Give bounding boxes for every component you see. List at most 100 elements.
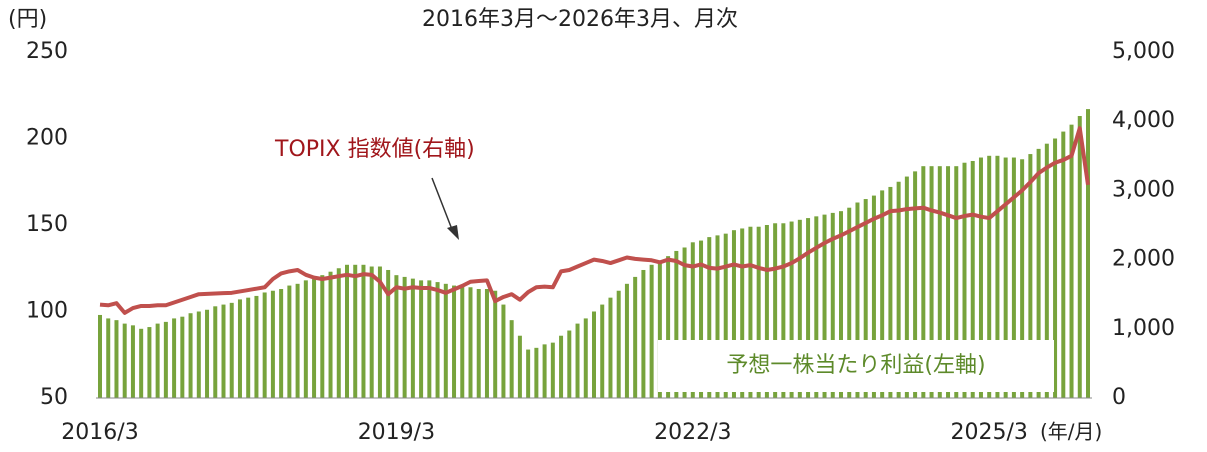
- bar: [1028, 154, 1033, 398]
- y2-tick-label: 0: [1112, 385, 1126, 410]
- bar: [871, 195, 876, 398]
- y-tick-label: 200: [26, 126, 68, 151]
- bar: [98, 314, 102, 398]
- bar: [1053, 138, 1058, 398]
- bar: [592, 311, 596, 398]
- bar: [567, 330, 572, 398]
- y-tick-label: 150: [26, 212, 68, 237]
- bar: [946, 166, 951, 398]
- bar: [427, 280, 432, 398]
- bar: [847, 207, 852, 398]
- bar: [542, 344, 547, 398]
- bar: [493, 290, 498, 398]
- bar: [139, 328, 144, 398]
- bar: [402, 276, 407, 398]
- bar: [213, 306, 218, 398]
- bar: [180, 316, 185, 398]
- y2-tick-label: 1,000: [1112, 316, 1175, 341]
- bar: [122, 323, 127, 398]
- bar: [699, 240, 704, 398]
- bar: [682, 247, 687, 398]
- bar: [394, 275, 399, 398]
- bar: [962, 162, 967, 398]
- bar: [904, 176, 909, 398]
- bar: [707, 237, 712, 398]
- bar: [443, 283, 448, 398]
- bar: [377, 266, 382, 398]
- bar: [789, 221, 794, 398]
- annotation: 予想一株当たり利益(左軸): [726, 353, 985, 378]
- bar: [295, 283, 300, 398]
- bar: [279, 289, 284, 398]
- bar: [797, 219, 802, 398]
- bar: [369, 266, 374, 398]
- bar: [740, 228, 745, 398]
- bar: [361, 264, 366, 398]
- bar: [723, 233, 728, 398]
- bar: [270, 290, 275, 398]
- bar: [756, 226, 761, 398]
- x-tick-label: 2022/3: [654, 420, 731, 445]
- bar: [205, 309, 210, 398]
- bar: [312, 276, 317, 398]
- bar: [188, 313, 193, 398]
- bar: [559, 335, 564, 398]
- bar: [410, 278, 415, 398]
- bar: [155, 323, 160, 398]
- bar: [172, 318, 177, 398]
- bar: [452, 285, 457, 398]
- chart-title: 2016年3月～2026年3月、月次: [422, 7, 738, 32]
- line: [99, 126, 1090, 315]
- bar: [336, 268, 341, 398]
- y2-tick-label: 4,000: [1112, 108, 1175, 133]
- bar: [1011, 157, 1016, 398]
- bar: [1044, 143, 1049, 398]
- bar: [987, 155, 992, 398]
- bar: [147, 327, 152, 398]
- bar: [888, 186, 893, 398]
- bar: [830, 212, 835, 398]
- bar: [748, 226, 753, 398]
- bar: [229, 302, 234, 398]
- y2-tick-label: 2,000: [1112, 247, 1175, 272]
- x-tick-label: 2016/3: [61, 420, 138, 445]
- bar: [583, 318, 588, 398]
- bar: [386, 269, 391, 398]
- bar: [460, 285, 465, 398]
- bar: [764, 225, 769, 398]
- bar: [1077, 116, 1082, 398]
- bar: [1036, 148, 1041, 398]
- bar: [929, 166, 934, 398]
- bar: [814, 216, 819, 398]
- bar: [641, 269, 646, 398]
- bar: [674, 250, 679, 398]
- bar: [1020, 159, 1025, 398]
- bar: [237, 299, 242, 398]
- y-axis-unit: (円): [8, 7, 47, 32]
- bar: [287, 285, 292, 398]
- bar: [657, 261, 662, 398]
- bar: [781, 223, 786, 398]
- bar: [863, 199, 868, 398]
- bar: [320, 275, 325, 398]
- annotation-arrow: [431, 177, 454, 233]
- bar: [616, 290, 621, 398]
- arrow-head: [447, 225, 459, 240]
- bar: [1003, 157, 1008, 398]
- bar: [163, 321, 168, 398]
- bar: [1069, 124, 1074, 398]
- bar: [550, 342, 555, 398]
- bar: [896, 181, 901, 398]
- bar: [130, 325, 135, 398]
- annotation-box: [658, 340, 1054, 392]
- bar: [534, 347, 539, 398]
- bar: [731, 230, 736, 398]
- bar: [822, 214, 827, 398]
- y-tick-label: 100: [26, 299, 68, 324]
- bar: [476, 289, 481, 398]
- bar: [509, 320, 514, 398]
- bar: [937, 166, 942, 398]
- bar: [880, 190, 885, 398]
- bar: [303, 280, 308, 398]
- bar: [600, 304, 605, 398]
